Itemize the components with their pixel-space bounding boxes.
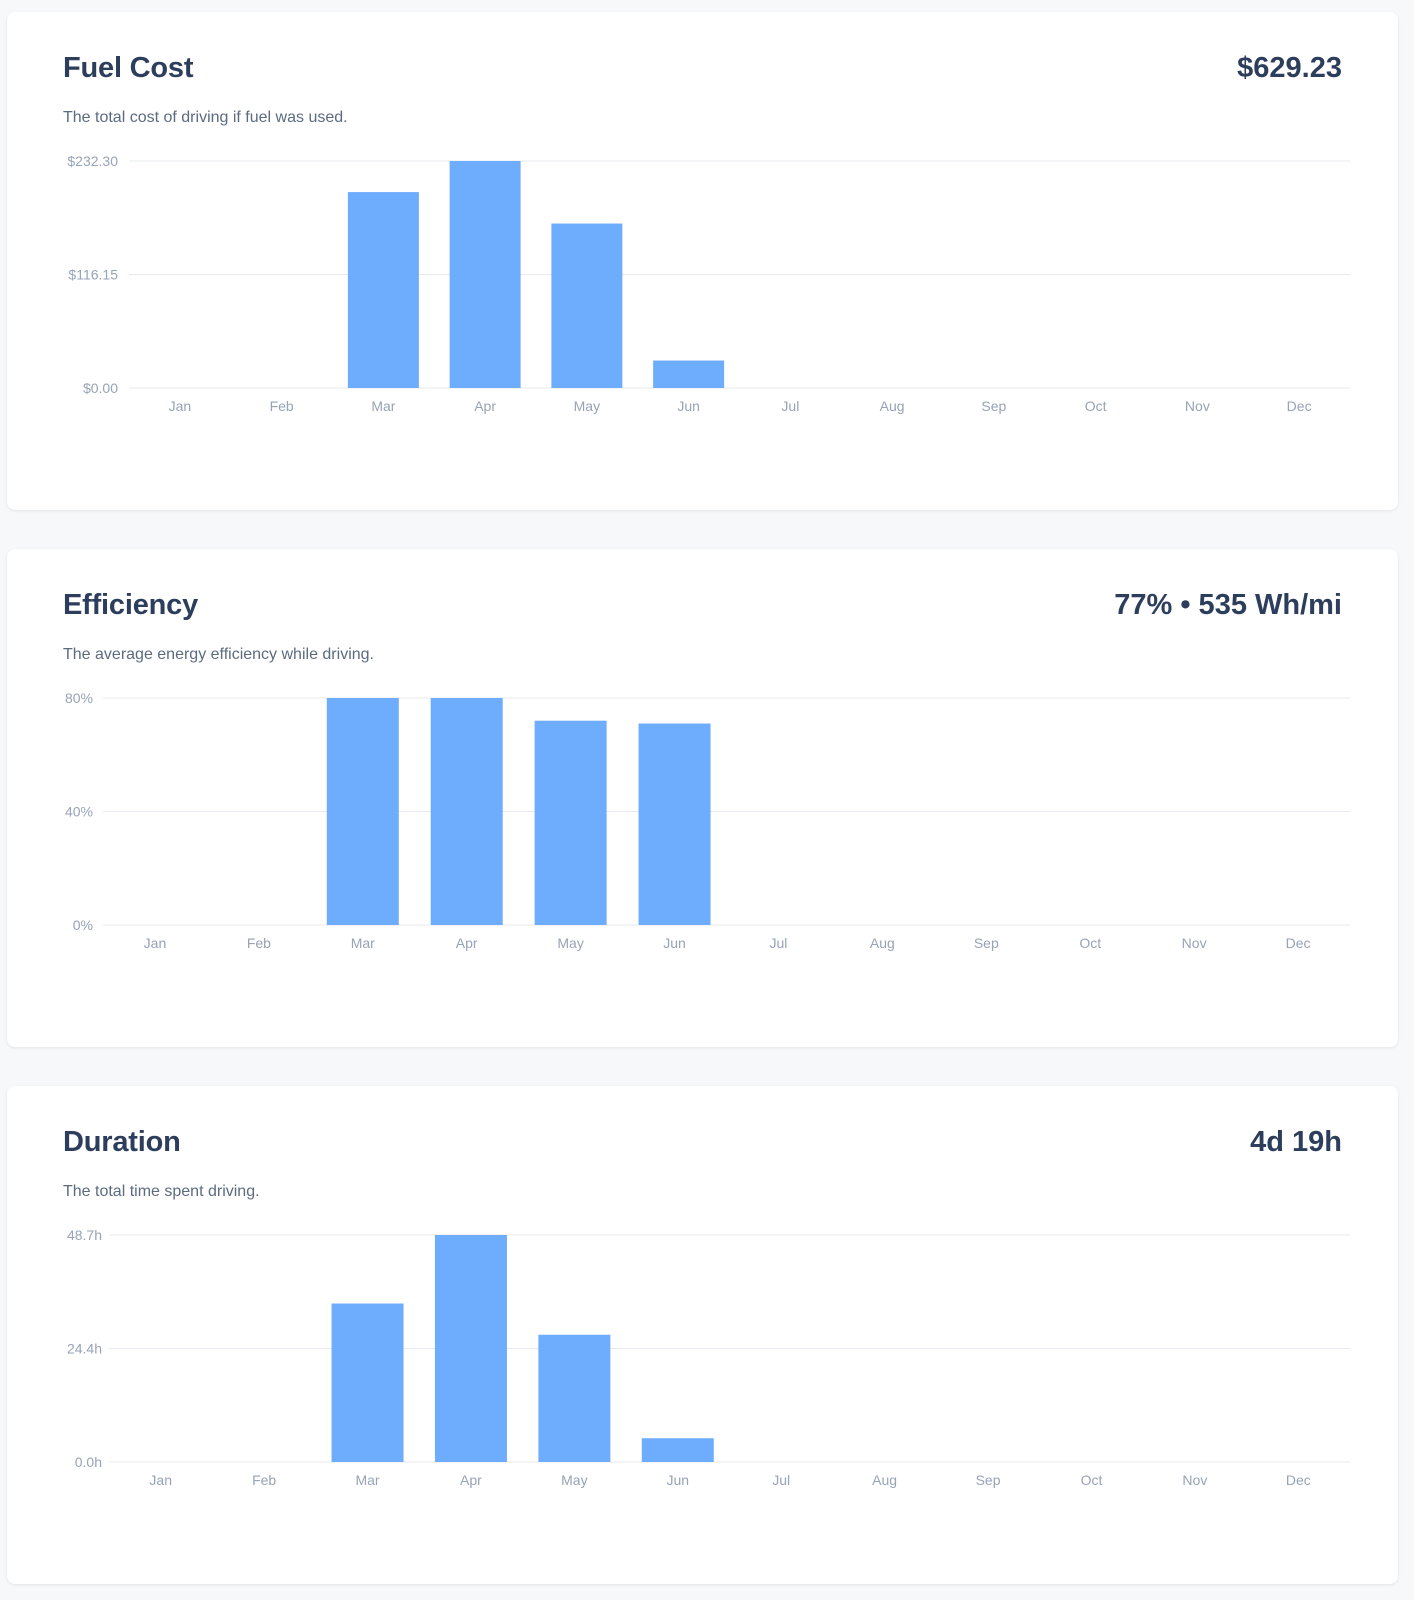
bar-apr[interactable] (430, 698, 503, 925)
x-tick-label: Sep (981, 398, 1006, 414)
efficiency-chart: 0% 40% 80% Jan Feb Mar Apr May Jun Jul Aug Sep Oct No… (65, 690, 1350, 951)
x-tick-label: Aug (880, 398, 905, 414)
bar-mar[interactable] (326, 698, 399, 925)
x-tick-label: May (574, 398, 600, 414)
x-tick-label: Sep (974, 935, 999, 951)
y-tick-label: 0.0h (75, 1454, 102, 1470)
y-tick-label: $116.15 (68, 267, 118, 283)
x-tick-label: Apr (456, 935, 478, 951)
bar-mar[interactable] (347, 192, 419, 388)
x-tick-label: Feb (247, 935, 271, 951)
fuel-cost-chart: $0.00 $116.15 $232.30 Jan Feb Mar Apr May Jun Jul… (67, 153, 1350, 414)
bar-jun[interactable] (638, 723, 711, 925)
x-tick-label: Feb (270, 398, 294, 414)
duration-chart: 0.0h 24.4h 48.7h Jan Feb Mar Apr May Jun Jul Aug Se… (67, 1227, 1350, 1488)
x-tick-label: May (561, 1472, 587, 1488)
x-tick-label: Feb (252, 1472, 276, 1488)
x-tick-label: Aug (870, 935, 895, 951)
bar-mar[interactable] (331, 1303, 404, 1462)
bar-apr[interactable] (434, 1235, 507, 1462)
bar-may[interactable] (551, 223, 623, 388)
x-tick-label: Jan (169, 398, 192, 414)
bar-may[interactable] (534, 720, 607, 925)
x-tick-label: Jan (144, 935, 167, 951)
x-tick-label: Jul (772, 1472, 790, 1488)
y-tick-label: $232.30 (67, 153, 118, 169)
card-title: Efficiency (63, 589, 198, 621)
x-tick-label: Aug (872, 1472, 897, 1488)
x-tick-label: Jul (781, 398, 799, 414)
x-tick-label: Mar (371, 398, 395, 414)
efficiency-card: Efficiency 77% • 535 Wh/mi The average e… (7, 549, 1398, 1047)
x-tick-label: Jun (677, 398, 700, 414)
x-tick-label: Sep (976, 1472, 1001, 1488)
card-description: The total cost of driving if fuel was us… (63, 109, 348, 126)
card-total-value: 4d 19h (1250, 1126, 1342, 1158)
x-tick-label: Apr (460, 1472, 482, 1488)
x-tick-label: Apr (474, 398, 496, 414)
duration-card: Duration 4d 19h The total time spent dri… (7, 1086, 1398, 1584)
y-tick-label: 0% (73, 917, 93, 933)
bar-jun[interactable] (641, 1438, 714, 1462)
x-tick-label: Oct (1085, 398, 1107, 414)
x-tick-label: Nov (1185, 398, 1210, 414)
card-title: Fuel Cost (63, 52, 194, 84)
x-tick-label: Jul (770, 935, 788, 951)
y-tick-label: 80% (65, 690, 93, 706)
x-tick-label: Jun (667, 1472, 690, 1488)
x-tick-label: Mar (351, 935, 375, 951)
bar-apr[interactable] (449, 161, 521, 388)
bar-may[interactable] (538, 1334, 611, 1462)
bar-jun[interactable] (653, 360, 725, 388)
x-tick-label: Oct (1081, 1472, 1103, 1488)
y-tick-label: 48.7h (67, 1227, 102, 1243)
fuel-cost-card: Fuel Cost $629.23 The total cost of driv… (7, 12, 1398, 510)
x-tick-label: Oct (1079, 935, 1101, 951)
x-tick-label: Jan (149, 1472, 172, 1488)
x-tick-label: Nov (1182, 935, 1207, 951)
x-tick-label: Dec (1287, 398, 1312, 414)
card-total-value: $629.23 (1237, 52, 1342, 84)
x-tick-label: Jun (663, 935, 686, 951)
x-tick-label: Nov (1182, 1472, 1207, 1488)
x-tick-label: Mar (355, 1472, 379, 1488)
card-total-value: 77% • 535 Wh/mi (1114, 589, 1342, 621)
y-tick-label: 40% (65, 804, 93, 820)
card-description: The average energy efficiency while driv… (63, 646, 374, 663)
x-tick-label: Dec (1286, 935, 1311, 951)
card-title: Duration (63, 1126, 181, 1158)
card-description: The total time spent driving. (63, 1183, 260, 1200)
y-tick-label: 24.4h (67, 1341, 102, 1357)
y-tick-label: $0.00 (83, 380, 118, 396)
x-tick-label: May (557, 935, 583, 951)
x-tick-label: Dec (1286, 1472, 1311, 1488)
